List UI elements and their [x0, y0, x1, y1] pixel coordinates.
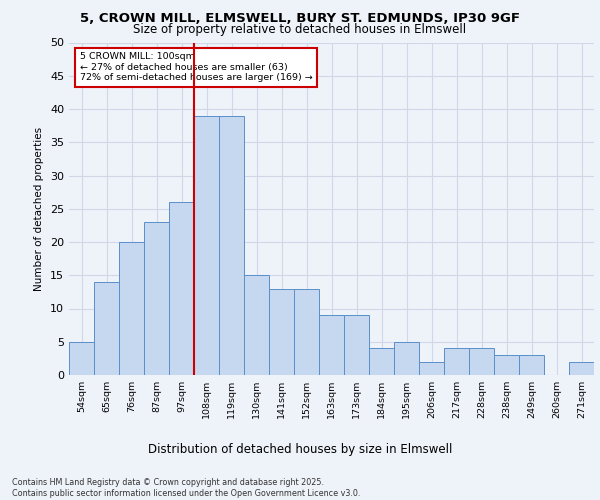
Bar — [69, 342, 94, 375]
Text: 5 CROWN MILL: 100sqm
← 27% of detached houses are smaller (63)
72% of semi-detac: 5 CROWN MILL: 100sqm ← 27% of detached h… — [79, 52, 312, 82]
Bar — [344, 315, 369, 375]
Bar — [144, 222, 169, 375]
Bar — [319, 315, 344, 375]
Bar — [444, 348, 469, 375]
Bar — [219, 116, 244, 375]
Bar — [469, 348, 494, 375]
Bar — [369, 348, 394, 375]
Bar — [244, 275, 269, 375]
Text: Distribution of detached houses by size in Elmswell: Distribution of detached houses by size … — [148, 442, 452, 456]
Text: Size of property relative to detached houses in Elmswell: Size of property relative to detached ho… — [133, 22, 467, 36]
Bar — [269, 288, 294, 375]
Bar — [419, 362, 444, 375]
Bar — [394, 342, 419, 375]
Bar — [494, 355, 519, 375]
Bar — [569, 362, 594, 375]
Text: 5, CROWN MILL, ELMSWELL, BURY ST. EDMUNDS, IP30 9GF: 5, CROWN MILL, ELMSWELL, BURY ST. EDMUND… — [80, 12, 520, 26]
Bar — [94, 282, 119, 375]
Bar — [194, 116, 219, 375]
Bar — [169, 202, 194, 375]
Y-axis label: Number of detached properties: Number of detached properties — [34, 126, 44, 291]
Bar — [294, 288, 319, 375]
Text: Contains HM Land Registry data © Crown copyright and database right 2025.
Contai: Contains HM Land Registry data © Crown c… — [12, 478, 361, 498]
Bar — [119, 242, 144, 375]
Bar — [519, 355, 544, 375]
